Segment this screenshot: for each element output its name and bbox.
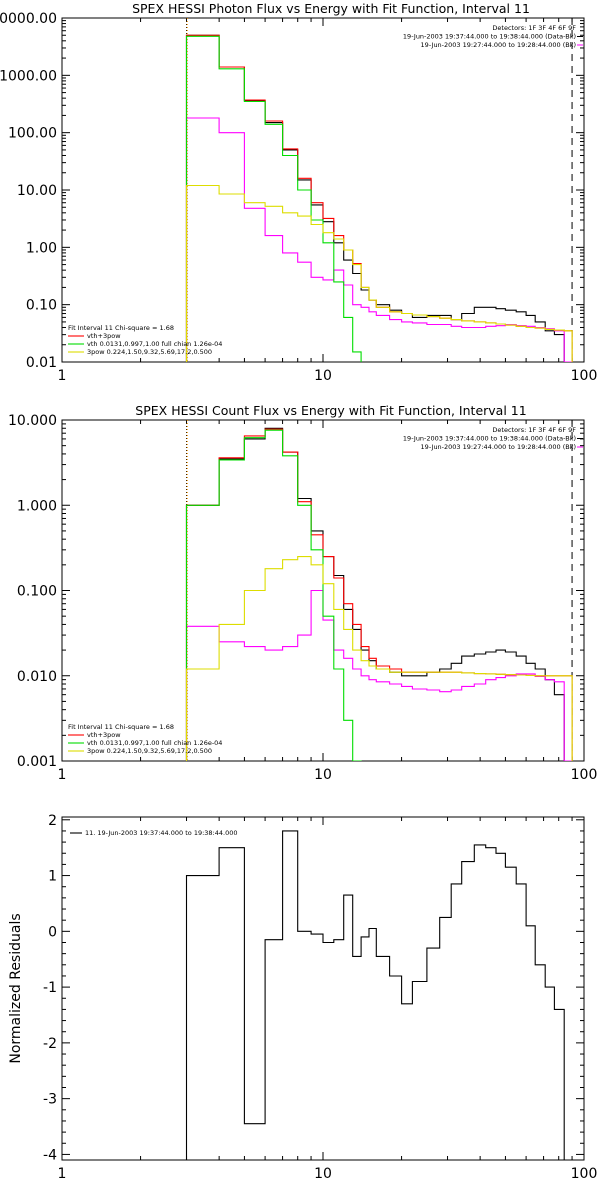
detector-header-line: Detectors: 1F 3F 4F 6F 9F: [492, 426, 576, 434]
detector-header-line: Detectors: 1F 3F 4F 6F 9F: [492, 24, 576, 32]
x-tick-label: 100: [571, 1166, 598, 1182]
chart-title: SPEX HESSI Count Flux vs Energy with Fit…: [135, 403, 526, 418]
y-tick-label: 2: [48, 813, 57, 829]
legend-entry: vth 0.0131,0.997,1.00 full chian 1.26e-0…: [87, 340, 222, 348]
detector-header-line: 19-Jun-2003 19:37:44.000 to 19:38:44.000…: [403, 33, 576, 41]
y-tick-label: 1000.00: [0, 68, 57, 84]
chart-title: SPEX HESSI Photon Flux vs Energy with Fi…: [132, 1, 530, 16]
chart-panel-2: SPEX HESSI Count Flux vs Energy with Fit…: [8, 403, 598, 783]
y-tick-label: 10000.00: [0, 11, 57, 27]
x-tick-label: 100: [571, 767, 598, 783]
legend-entry: vth 0.0131,0.997,1.00 full chian 1.26e-0…: [87, 739, 222, 747]
series-11-19-jun-2003-19-37-44-000-to-19-38-44-000: [185, 830, 573, 1160]
y-tick-label: -3: [43, 1092, 57, 1108]
detector-header-line: 19-Jun-2003 19:27:44.000 to 19:28:44.000…: [421, 41, 576, 49]
y-tick-label: 0.01: [26, 355, 57, 371]
legend-entry: 11. 19-Jun-2003 19:37:44.000 to 19:38:44…: [85, 829, 237, 837]
y-tick-label: -2: [43, 1036, 57, 1052]
legend-entry: Fit Interval 11 Chi-square = 1.68: [68, 723, 174, 731]
x-tick-label: 10: [314, 368, 332, 384]
legend-entry: Fit Interval 11 Chi-square = 1.68: [68, 324, 174, 332]
y-tick-label: -4: [43, 1147, 57, 1163]
legend-entry: 3pow 0.224,1.50,9.32,5.69,17.2,0.500: [87, 747, 212, 755]
y-tick-label: 1.000: [17, 498, 57, 514]
y-tick-label: 0.10: [26, 298, 57, 314]
chart-panel-1: SPEX HESSI Photon Flux vs Energy with Fi…: [0, 1, 597, 384]
y-tick-label: 0: [48, 924, 57, 940]
y-tick-label: 100.00: [8, 126, 57, 142]
y-tick-label: 0.100: [17, 584, 57, 600]
legend-entry: 3pow 0.224,1.50,9.32,5.69,17.2,0.500: [87, 348, 212, 356]
series-vth: [185, 35, 573, 362]
detector-header-line: 19-Jun-2003 19:27:44.000 to 19:28:44.000…: [421, 443, 576, 451]
x-tick-label: 1: [58, 1166, 67, 1182]
series-3pow: [185, 556, 573, 761]
series-3pow: [185, 184, 573, 362]
y-tick-label: 0.010: [17, 669, 57, 685]
series-bk: [185, 117, 573, 362]
x-tick-label: 1: [58, 368, 67, 384]
y-tick-label: 10.00: [17, 183, 57, 199]
y-tick-label: 1.00: [26, 240, 57, 256]
detector-header-line: 19-Jun-2003 19:37:44.000 to 19:38:44.000…: [403, 435, 576, 443]
y-tick-label: 10.000: [8, 413, 57, 429]
series-vth: [185, 429, 573, 761]
legend-entry: vth+3pow: [87, 332, 121, 340]
y-tick-label: 0.001: [17, 754, 57, 770]
x-tick-label: 10: [314, 767, 332, 783]
x-tick-label: 100: [571, 368, 598, 384]
x-tick-label: 10: [314, 1166, 332, 1182]
plot-frame: [61, 816, 585, 1161]
legend-entry: vth+3pow: [87, 731, 121, 739]
y-tick-label: -1: [43, 980, 57, 996]
y-tick-label: 1: [48, 869, 57, 885]
y-axis-label: Normalized Residuals: [8, 913, 24, 1063]
x-tick-label: 1: [58, 767, 67, 783]
chart-panel-3: 1 10 100 -4 -3 -2 -1 0 1 2 Normalized Residuals 11.…: [8, 813, 597, 1182]
